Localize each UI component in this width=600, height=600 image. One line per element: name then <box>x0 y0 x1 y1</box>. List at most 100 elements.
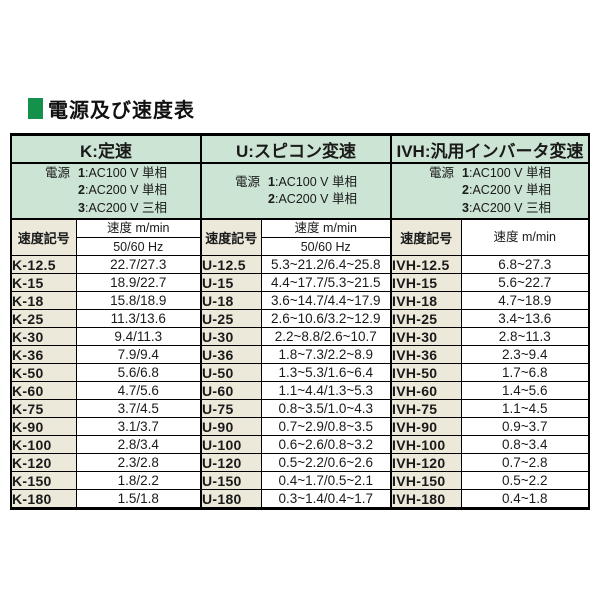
table-row: K-150 1.8/2.2 U-150 0.4~1.7/0.5~2.1 IVH-150 0… <box>10 471 590 490</box>
speed-symbol-cell: K-50 <box>10 363 77 382</box>
table-row: K-15 18.9/22.7 U-15 4.4~17.7/5.3~21.5 IVH-15… <box>10 273 590 292</box>
speed-symbol-cell: K-90 <box>10 417 77 436</box>
speed-value-cell: 1.3~5.3/1.6~6.4 <box>260 363 392 382</box>
speed-value-cell: 3.4~13.6 <box>460 309 590 328</box>
speed-unit-label-k: 速度 m/min <box>77 220 200 238</box>
speed-symbol-cell: K-100 <box>10 435 77 454</box>
speed-symbol-cell: K-12.5 <box>10 255 77 274</box>
speed-symbol-cell: IVH-36 <box>390 345 462 364</box>
column-header-symbol-u: 速度記号 <box>200 218 262 256</box>
speed-symbol-cell: IVH-90 <box>390 417 462 436</box>
speed-value-cell: 0.7~2.8 <box>460 453 590 472</box>
page-title: 電源及び速度表 <box>48 100 195 122</box>
power-options-ivh: 電源 1:AC100 V 単相 2:AC200 V 単相 3:AC200 V 三相 <box>429 165 551 217</box>
speed-symbol-cell: IVH-30 <box>390 327 462 346</box>
speed-value-cell: 0.6~2.6/0.8~3.2 <box>260 435 392 454</box>
speed-value-cell: 0.4~1.7/0.5~2.1 <box>260 471 392 490</box>
speed-symbol-cell: K-25 <box>10 309 77 328</box>
speed-symbol-cell: IVH-180 <box>390 489 462 509</box>
column-header-speed-ivh: 速度 m/min <box>460 218 590 256</box>
speed-value-cell: 1.4~5.6 <box>460 381 590 400</box>
table-row: K-50 5.6/6.8 U-50 1.3~5.3/1.6~6.4 IVH-50 1.7~… <box>10 363 590 382</box>
speed-symbol-cell: K-120 <box>10 453 77 472</box>
speed-symbol-cell: IVH-120 <box>390 453 462 472</box>
section-header-k: K:定速 <box>10 134 202 164</box>
speed-value-cell: 0.8~3.5/1.0~4.3 <box>260 399 392 418</box>
section-header-u: U:スピコン変速 <box>200 134 392 164</box>
speed-symbol-cell: U-60 <box>200 381 262 400</box>
power-option: 2:AC200 V 単相 <box>462 183 551 198</box>
table-row: K-180 1.5/1.8 U-180 0.3~1.4/0.4~1.7 IVH-180 0… <box>10 489 590 509</box>
speed-value-cell: 3.6~14.7/4.4~17.9 <box>260 291 392 310</box>
speed-unit-label-u: 速度 m/min <box>262 220 390 238</box>
speed-symbol-cell: U-15 <box>200 273 262 292</box>
speed-value-cell: 2.8~11.3 <box>460 327 590 346</box>
speed-value-cell: 1.8~7.3/2.2~8.9 <box>260 345 392 364</box>
speed-symbol-cell: K-150 <box>10 471 77 490</box>
speed-symbol-cell: U-180 <box>200 489 262 509</box>
table-row: K-100 2.8/3.4 U-100 0.6~2.6/0.8~3.2 IVH-100 0… <box>10 435 590 454</box>
column-header-row: 速度記号 速度 m/min 50/60 Hz 速度記号 速度 m/min 50/… <box>10 218 590 256</box>
speed-value-cell: 0.9~3.7 <box>460 417 590 436</box>
speed-unit-label-ivh: 速度 m/min <box>493 230 556 244</box>
table-row: K-30 9.4/11.3 U-30 2.2~8.8/2.6~10.7 IVH-30 2.… <box>10 327 590 346</box>
speed-symbol-cell: U-120 <box>200 453 262 472</box>
speed-value-cell: 2.3~9.4 <box>460 345 590 364</box>
power-option: 電源 1:AC100 V 単相 <box>429 165 551 180</box>
speed-value-cell: 5.6~22.7 <box>460 273 590 292</box>
speed-value-cell: 15.8/18.9 <box>75 291 202 310</box>
power-supply-row: 電源 1:AC100 V 単相 2:AC200 V 単相 3:AC200 V 三相 電… <box>10 162 590 220</box>
speed-symbol-cell: IVH-18 <box>390 291 462 310</box>
power-option: 3:AC200 V 三相 <box>78 200 167 215</box>
speed-value-cell: 1.5/1.8 <box>75 489 202 509</box>
table-row: K-12.5 22.7/27.3 U-12.5 5.3~21.2/6.4~25.8 IV… <box>10 255 590 274</box>
speed-symbol-cell: IVH-60 <box>390 381 462 400</box>
table-row: K-75 3.7/4.5 U-75 0.8~3.5/1.0~4.3 IVH-75 1.1~… <box>10 399 590 418</box>
speed-symbol-cell: K-75 <box>10 399 77 418</box>
speed-value-cell: 0.4~1.8 <box>460 489 590 509</box>
speed-value-cell: 1.7~6.8 <box>460 363 590 382</box>
speed-value-cell: 2.8/3.4 <box>75 435 202 454</box>
speed-symbol-cell: K-60 <box>10 381 77 400</box>
speed-value-cell: 1.1~4.4/1.3~5.3 <box>260 381 392 400</box>
column-header-speed-u: 速度 m/min 50/60 Hz <box>260 218 392 256</box>
speed-symbol-cell: IVH-15 <box>390 273 462 292</box>
speed-symbol-cell: IVH-50 <box>390 363 462 382</box>
speed-value-cell: 5.3~21.2/6.4~25.8 <box>260 255 392 274</box>
table-row: K-25 11.3/13.6 U-25 2.6~10.6/3.2~12.9 IVH-25… <box>10 309 590 328</box>
speed-symbol-cell: U-150 <box>200 471 262 490</box>
section-header-row: K:定速 U:スピコン変速 IVH:汎用インバータ変速 <box>10 134 590 164</box>
speed-value-cell: 2.6~10.6/3.2~12.9 <box>260 309 392 328</box>
speed-value-cell: 0.5~2.2/0.6~2.6 <box>260 453 392 472</box>
table-row: K-120 2.3/2.8 U-120 0.5~2.2/0.6~2.6 IVH-120 0… <box>10 453 590 472</box>
speed-value-cell: 0.5~2.2 <box>460 471 590 490</box>
speed-value-cell: 9.4/11.3 <box>75 327 202 346</box>
speed-value-cell: 2.3/2.8 <box>75 453 202 472</box>
power-option: 3:AC200 V 三相 <box>462 200 551 215</box>
power-options-u: 電源 1:AC100 V 単相 2:AC200 V 単相 <box>235 174 357 209</box>
title-marker-icon <box>28 98 43 119</box>
table-row: K-18 15.8/18.9 U-18 3.6~14.7/4.4~17.9 IVH-18… <box>10 291 590 310</box>
speed-value-cell: 0.3~1.4/0.4~1.7 <box>260 489 392 509</box>
speed-value-cell: 2.2~8.8/2.6~10.7 <box>260 327 392 346</box>
power-cell-u: 電源 1:AC100 V 単相 2:AC200 V 単相 <box>200 162 392 220</box>
speed-symbol-cell: U-30 <box>200 327 262 346</box>
speed-value-cell: 4.7~18.9 <box>460 291 590 310</box>
speed-value-cell: 22.7/27.3 <box>75 255 202 274</box>
speed-value-cell: 18.9/22.7 <box>75 273 202 292</box>
speed-symbol-cell: U-90 <box>200 417 262 436</box>
speed-value-cell: 5.6/6.8 <box>75 363 202 382</box>
power-option: 2:AC200 V 単相 <box>268 192 357 206</box>
speed-symbol-cell: IVH-12.5 <box>390 255 462 274</box>
table-row: K-36 7.9/9.4 U-36 1.8~7.3/2.2~8.9 IVH-36 2.3~… <box>10 345 590 364</box>
speed-symbol-cell: U-75 <box>200 399 262 418</box>
power-cell-k: 電源 1:AC100 V 単相 2:AC200 V 単相 3:AC200 V 三相 <box>10 162 202 220</box>
speed-value-cell: 7.9/9.4 <box>75 345 202 364</box>
speed-symbol-cell: U-36 <box>200 345 262 364</box>
column-header-symbol-ivh: 速度記号 <box>390 218 462 256</box>
speed-symbol-cell: U-100 <box>200 435 262 454</box>
speed-value-cell: 1.1~4.5 <box>460 399 590 418</box>
speed-symbol-cell: IVH-100 <box>390 435 462 454</box>
speed-symbol-cell: U-18 <box>200 291 262 310</box>
